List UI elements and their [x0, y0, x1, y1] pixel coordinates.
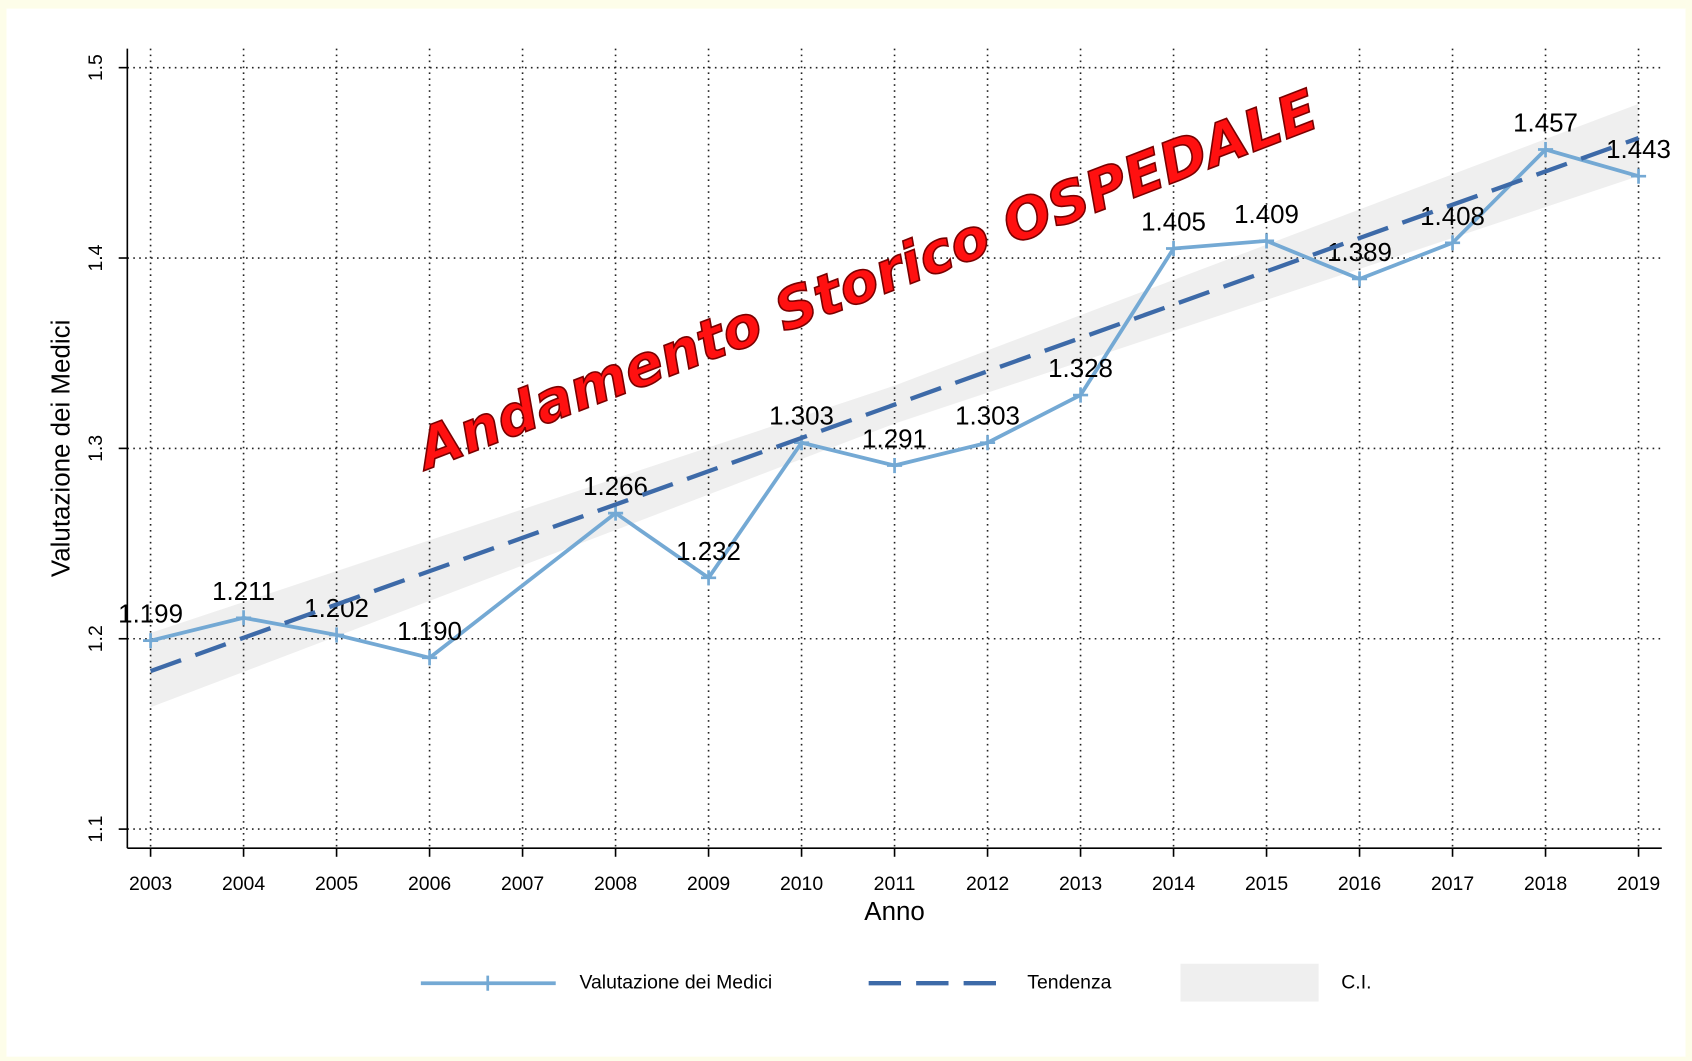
data-label: 1.211 [212, 578, 275, 606]
legend-label: Tendenza [1027, 971, 1111, 993]
x-tick-label: 2018 [1524, 873, 1567, 895]
x-tick-label: 2014 [1152, 873, 1195, 895]
data-label: 1.291 [862, 426, 927, 454]
data-label: 1.232 [676, 538, 741, 566]
point-marker [1444, 235, 1461, 251]
point-marker [329, 627, 345, 643]
data-label: 1.199 [118, 601, 183, 629]
y-tick-label: 1.3 [85, 435, 107, 462]
x-tick-label: 2007 [501, 873, 544, 895]
x-tick-label: 2008 [594, 873, 637, 895]
data-label: 1.408 [1420, 203, 1485, 231]
data-label: 1.389 [1327, 239, 1392, 267]
data-label: 1.405 [1141, 208, 1206, 236]
legend-label: Valutazione dei Medici [579, 971, 772, 993]
x-tick-label: 2009 [687, 873, 730, 895]
point-marker [236, 610, 252, 626]
point-marker [1351, 271, 1368, 287]
x-tick-label: 2017 [1431, 873, 1474, 895]
point-marker [887, 457, 903, 474]
series-line [150, 147, 1640, 660]
y-tick-label: 1.5 [85, 54, 107, 81]
point-marker [422, 650, 438, 666]
point-marker [1166, 240, 1182, 257]
x-tick-label: 2011 [874, 873, 916, 895]
data-label: 1.190 [397, 618, 462, 646]
series-line [149, 136, 1640, 674]
point-marker [1258, 233, 1275, 249]
y-axis-label: Valutazione dei Medici [47, 320, 75, 577]
legend-marker [480, 975, 496, 991]
point-marker [143, 633, 159, 649]
point-marker [1537, 141, 1554, 158]
data-label: 1.266 [583, 473, 648, 501]
x-tick-label: 2013 [1059, 873, 1102, 895]
point-marker [980, 435, 996, 451]
x-tick-label: 2006 [408, 873, 451, 895]
data-label: 1.443 [1606, 136, 1671, 164]
chart-background [6, 8, 1686, 1057]
legend-swatch [1180, 963, 1319, 1002]
point-marker [701, 570, 717, 586]
x-tick-label: 2004 [222, 873, 265, 895]
x-tick-label: 2005 [315, 873, 358, 895]
y-tick-label: 1.4 [85, 244, 107, 271]
legend-label: C.I. [1341, 971, 1371, 993]
data-label: 1.303 [769, 403, 834, 431]
data-label: 1.303 [955, 403, 1020, 431]
point-marker [1072, 387, 1089, 403]
x-axis-label: Anno [864, 898, 924, 926]
data-label: 1.409 [1234, 201, 1299, 229]
y-tick-label: 1.1 [85, 816, 107, 843]
x-tick-label: 2010 [780, 873, 823, 895]
data-label: 1.328 [1048, 355, 1113, 383]
point-marker [608, 505, 624, 521]
x-tick-label: 2016 [1338, 873, 1381, 895]
y-tick-label: 1.2 [85, 625, 107, 652]
x-tick-label: 2019 [1617, 873, 1660, 895]
data-label: 1.457 [1513, 109, 1578, 137]
x-tick-label: 2003 [129, 873, 172, 895]
point-marker [1630, 168, 1647, 184]
x-tick-label: 2015 [1245, 873, 1288, 895]
data-label: 1.202 [304, 595, 369, 623]
x-tick-label: 2012 [966, 873, 1009, 895]
